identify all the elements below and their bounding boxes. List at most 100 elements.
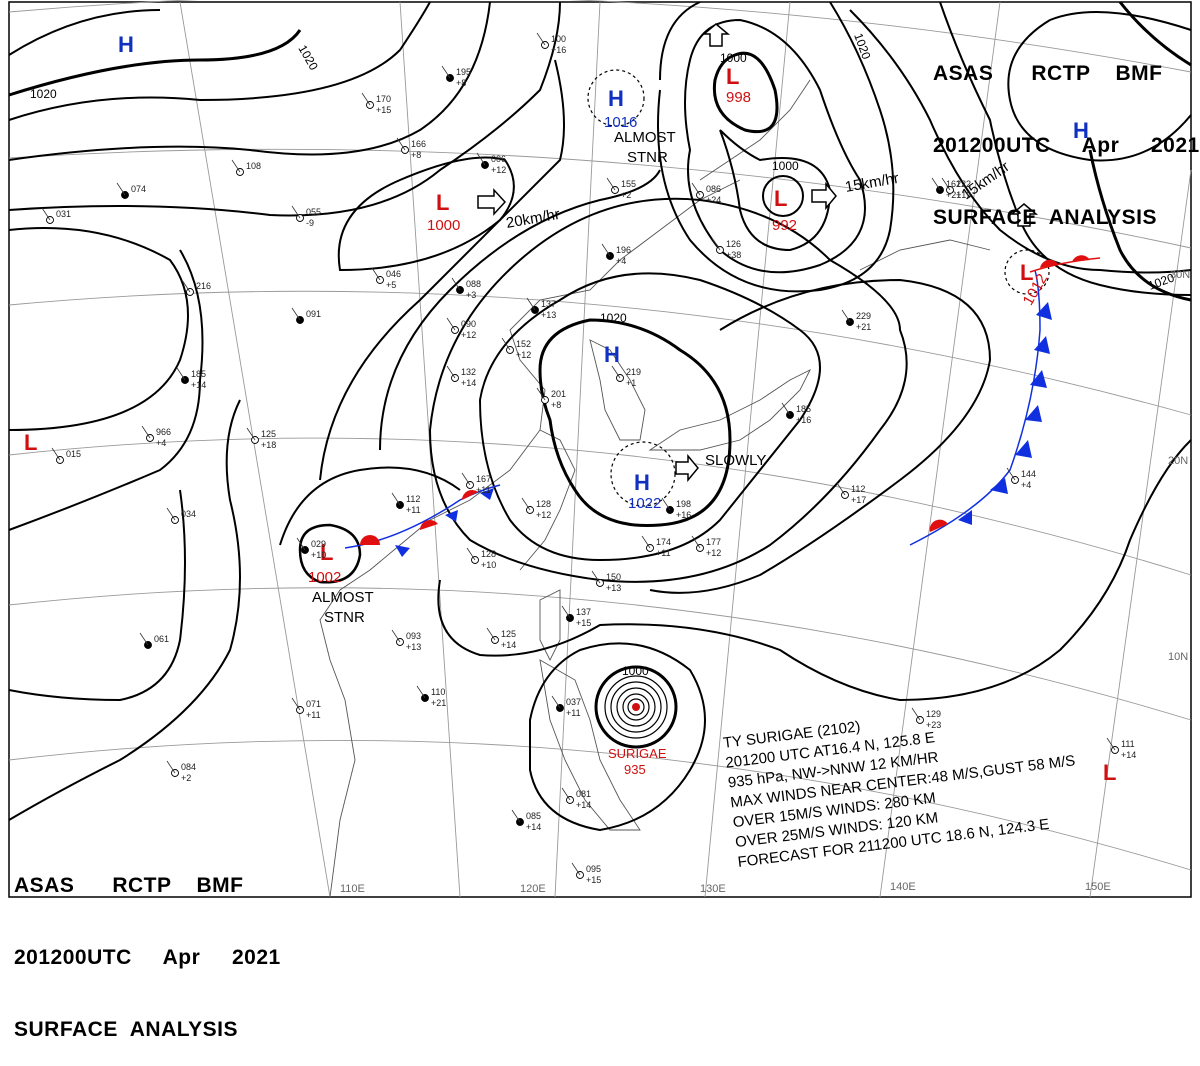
header-bottom-left: ASAS RCTP BMF 201200UTC Apr 2021 SURFACE…	[14, 826, 281, 1066]
wind-barb	[441, 65, 451, 79]
station-tendency: +10	[481, 560, 496, 570]
station-plot: 071+11	[291, 697, 321, 720]
wind-barb	[571, 862, 581, 876]
wind-barb	[176, 367, 186, 381]
low-symbol: L	[24, 430, 37, 455]
isobars	[8, 1, 1192, 832]
wind-barb	[361, 92, 371, 106]
isobar-label: 1000	[772, 159, 799, 173]
station-pressure: 137	[576, 607, 591, 617]
wind-barb	[781, 402, 791, 416]
station-plot: 093+13	[391, 629, 421, 652]
wind-barb	[641, 535, 651, 549]
station-pressure: 167	[476, 474, 491, 484]
lon-label: 130E	[700, 883, 726, 895]
station-tendency: +12	[536, 510, 551, 520]
station-pressure: 201	[551, 389, 566, 399]
station-pressure: 125	[261, 429, 276, 439]
station-pressure: 071	[306, 699, 321, 709]
station-pressure: 061	[154, 634, 169, 644]
station-pressure: 195	[456, 67, 471, 77]
station-pressure: 229	[856, 311, 871, 321]
wind-barb	[691, 182, 701, 196]
station-tendency: +8	[456, 78, 466, 88]
motion-arrows	[477, 23, 1039, 483]
high-symbol: H	[608, 86, 624, 111]
station-tendency: +38	[726, 250, 741, 260]
wind-barb	[606, 177, 616, 191]
station-tendency: +12	[491, 165, 506, 175]
station-plot: 112+11	[391, 492, 421, 515]
station-pressure: 128	[481, 549, 496, 559]
station-plot: 110+21	[416, 685, 446, 708]
wind-barb	[246, 427, 256, 441]
station-tendency: +15	[376, 105, 391, 115]
wind-barb	[41, 207, 51, 221]
station-pressure: 177	[706, 537, 721, 547]
wind-barb	[141, 425, 151, 439]
wind-barb	[501, 337, 511, 351]
grid-labels: 110E 120E 130E 140E 150E 30N 20N 10N	[340, 269, 1190, 895]
wind-barb	[291, 205, 301, 219]
station-plot: 167+11	[461, 472, 491, 495]
station-pressure: 155	[621, 179, 636, 189]
station-pressure: 166	[411, 139, 426, 149]
station-pressure: 966	[156, 427, 171, 437]
map-frame	[8, 1, 1192, 898]
station-plot: 086+24	[691, 182, 721, 205]
station-plot: 198+16	[661, 497, 691, 520]
station-pressure: 216	[196, 281, 211, 291]
almost-stnr-label: STNR	[627, 149, 668, 166]
station-tendency: +24	[706, 195, 721, 205]
lon-label: 140E	[890, 881, 916, 893]
station-pressure: 090	[461, 319, 476, 329]
station-plot: 125+18	[246, 427, 276, 450]
station-tendency: +1	[626, 378, 636, 388]
station-tendency: -9	[306, 218, 314, 228]
station-plot: 015	[51, 447, 81, 464]
station-plot: 129+23	[911, 707, 941, 730]
station-pressure: 185	[191, 369, 206, 379]
low-pressure: 998	[726, 89, 751, 106]
station-plot: 155+2	[606, 177, 636, 200]
wind-barb	[661, 497, 671, 511]
wind-barb	[166, 507, 176, 521]
station-tendency: +17	[851, 495, 866, 505]
station-plot: 170+15	[361, 92, 391, 115]
station-plot: 088+3	[451, 277, 481, 300]
lat-label: 20N	[1168, 455, 1188, 467]
station-plot: 029+10	[296, 537, 326, 560]
station-pressure: 034	[181, 509, 196, 519]
station-pressure: 126	[726, 239, 741, 249]
station-tendency: +14	[1121, 750, 1136, 760]
station-tendency: +14	[576, 800, 591, 810]
low-symbol: L	[774, 186, 787, 211]
station-pressure: 132	[461, 367, 476, 377]
station-pressure: 129	[926, 709, 941, 719]
station-pressure: 150	[606, 572, 621, 582]
station-tendency: +11	[656, 548, 671, 558]
station-tendency: +4	[1021, 480, 1031, 490]
high-pressure: 1022	[628, 495, 661, 512]
station-plot: 196+4	[601, 243, 631, 266]
isobar-label: 1000	[622, 664, 649, 678]
typhoon-symbol: SURIGAE 935	[608, 703, 667, 777]
station-plot: 229+21	[841, 309, 871, 332]
station-pressure: 029	[311, 539, 326, 549]
station-tendency: +12	[706, 548, 721, 558]
station-pressure: 085	[526, 811, 541, 821]
wind-barb	[526, 297, 536, 311]
high-symbol: H	[604, 342, 620, 367]
station-pressure: 222	[956, 179, 971, 189]
station-tendency: +8	[411, 150, 421, 160]
station-pressure: 185	[796, 404, 811, 414]
station-tendency: +16	[796, 415, 811, 425]
wind-barb	[231, 159, 241, 173]
almost-stnr-label: STNR	[324, 609, 365, 626]
station-tendency: +21	[431, 698, 446, 708]
motion-label: SLOWLY	[705, 452, 766, 469]
wind-barb	[911, 707, 921, 721]
wind-barb	[451, 277, 461, 291]
station-pressure: 137	[541, 299, 556, 309]
station-pressure: 125	[501, 629, 516, 639]
